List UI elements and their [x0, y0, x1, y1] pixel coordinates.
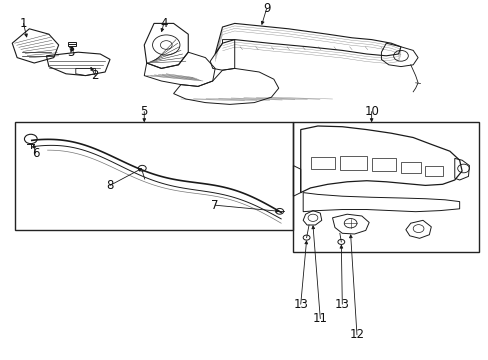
Bar [371, 158, 395, 171]
Text: 10: 10 [364, 105, 378, 118]
Text: 9: 9 [262, 3, 270, 15]
Text: 13: 13 [293, 298, 307, 311]
Bar [425, 166, 442, 176]
Text: 12: 12 [349, 328, 364, 341]
Text: 13: 13 [334, 298, 349, 311]
Bar [400, 162, 420, 173]
Text: 11: 11 [312, 312, 327, 325]
Text: 8: 8 [106, 179, 114, 192]
Text: 6: 6 [32, 147, 40, 159]
Bar [293, 122, 478, 252]
Text: 1: 1 [20, 17, 27, 30]
Text: 5: 5 [140, 105, 148, 118]
Text: 3: 3 [67, 46, 75, 59]
Text: 4: 4 [160, 17, 167, 30]
Bar [310, 157, 334, 169]
Text: 2: 2 [91, 69, 99, 82]
Bar [339, 156, 366, 170]
Bar [15, 122, 293, 230]
Bar [68, 42, 76, 46]
Text: 7: 7 [211, 199, 219, 212]
